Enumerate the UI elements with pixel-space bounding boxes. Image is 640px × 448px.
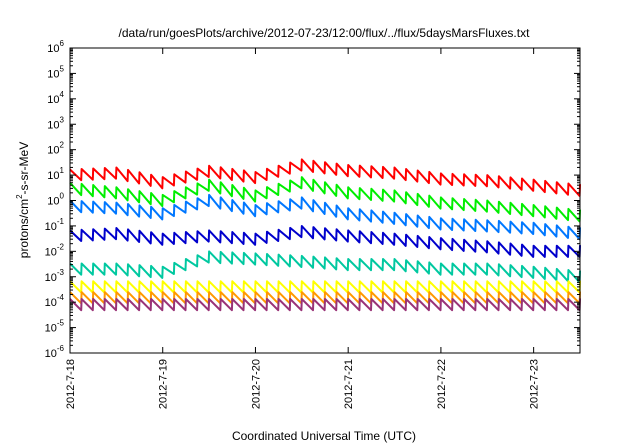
x-tick-label: 2012-7-19: [158, 359, 170, 409]
x-tick-label: 2012-7-23: [529, 359, 541, 409]
plot-data: [69, 158, 581, 312]
series-line-8: [69, 298, 581, 312]
series-line-6: [69, 280, 581, 294]
y-tick-label: 10-2: [45, 242, 65, 258]
series-line-7: [69, 291, 581, 305]
chart-title: /data/run/goesPlots/archive/2012-07-23/1…: [119, 26, 531, 40]
y-tick-label: 104: [47, 90, 64, 106]
x-tick-label: 2012-7-20: [250, 359, 262, 409]
x-tick-label: 2012-7-18: [65, 359, 77, 409]
y-axis-title: protons/cm2-s-sr-MeV: [15, 142, 31, 258]
y-tick-label: 103: [47, 115, 64, 131]
series-line-2: [69, 176, 581, 223]
series-line-4: [69, 225, 581, 258]
y-tick-label: 105: [47, 64, 64, 80]
x-tick-label: 2012-7-22: [436, 359, 448, 409]
y-tick-label: 102: [47, 141, 64, 157]
series-line-5: [69, 250, 581, 284]
y-tick-label: 10-3: [45, 268, 65, 284]
y-tick-label: 10-6: [45, 344, 65, 360]
y-tick-label: 10-1: [45, 217, 65, 233]
y-tick-label: 10-5: [45, 319, 65, 335]
series-line-1: [69, 158, 581, 197]
x-axis: 2012-7-18 2012-7-19 2012-7-20 2012-7-21 2012…: [65, 48, 541, 409]
y-axis: 10-6 10-5 10-4 10-3 10-2 10-1 100 101 102 103 104 1…: [45, 39, 580, 360]
x-tick-label: 2012-7-21: [343, 359, 355, 409]
y-tick-label: 100: [47, 192, 64, 208]
x-axis-title: Coordinated Universal Time (UTC): [232, 429, 416, 443]
y-tick-label: 106: [47, 39, 64, 55]
y-tick-label: 10-4: [45, 293, 65, 309]
y-tick-label: 101: [47, 166, 64, 182]
series-line-3: [69, 193, 581, 241]
